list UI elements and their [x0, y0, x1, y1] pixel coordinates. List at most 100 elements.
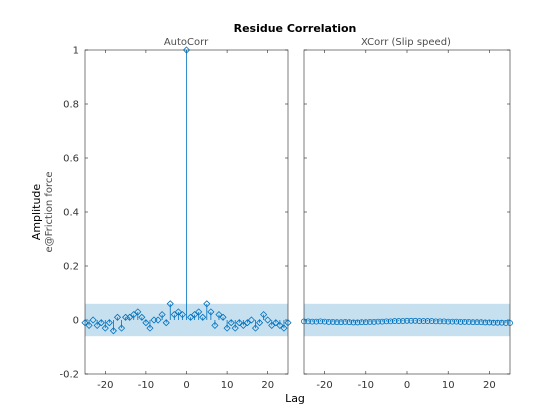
- x-tick-label: 0: [183, 380, 189, 391]
- stem-marker: [251, 324, 260, 332]
- stem-marker: [146, 324, 154, 332]
- stem-marker: [412, 317, 419, 324]
- stem-marker: [89, 316, 97, 324]
- stem-marker: [375, 318, 382, 325]
- stem-marker: [276, 321, 284, 329]
- stem-marker: [256, 319, 264, 327]
- stem-marker: [416, 318, 423, 324]
- stem-marker: [301, 318, 307, 325]
- stem-marker: [227, 319, 235, 327]
- x-tick-label: 20: [261, 380, 274, 391]
- stem-marker: [453, 318, 460, 325]
- x-tick-label: -20: [316, 380, 332, 391]
- stem-marker: [138, 313, 146, 321]
- stem-marker: [461, 318, 468, 325]
- stem-marker: [191, 311, 199, 319]
- stem-marker: [268, 321, 276, 329]
- stem-marker: [97, 319, 105, 327]
- stem-marker: [260, 311, 268, 319]
- stem-marker: [482, 319, 489, 326]
- stem-marker: [338, 319, 344, 326]
- stem-marker: [494, 319, 501, 326]
- stem-marker: [235, 319, 243, 327]
- stem-marker: [211, 321, 219, 329]
- stem-marker: [182, 46, 191, 54]
- stem-marker: [383, 318, 390, 325]
- stem-marker: [321, 318, 328, 325]
- x-tick-label: -10: [138, 380, 154, 391]
- stem-marker: [354, 319, 361, 326]
- stem-marker: [404, 317, 410, 324]
- stem-marker: [428, 318, 435, 324]
- stem-marker: [130, 311, 138, 319]
- stem-marker: [126, 313, 134, 321]
- stem-marker: [486, 319, 493, 326]
- stem-marker: [490, 319, 497, 326]
- stem-marker: [199, 313, 207, 321]
- stem-marker: [329, 318, 336, 325]
- stem-marker: [264, 316, 272, 324]
- stem-marker: [408, 317, 415, 324]
- x-tick-label: 10: [442, 380, 455, 391]
- stem-marker: [174, 308, 182, 316]
- xcorr-subtitle: XCorr (Slip speed): [361, 37, 451, 48]
- autocorr-panel: AutoCorr -0.2 0 0.2 0.4 0.6 0.8 1 -20 -10 0 10 20: [59, 37, 292, 391]
- autocorr-subtitle: AutoCorr: [164, 37, 209, 48]
- stem-marker: [474, 319, 480, 326]
- stem-marker: [105, 319, 113, 327]
- stem-marker: [449, 318, 456, 325]
- stem-marker: [502, 320, 509, 326]
- x-tick-label: -10: [358, 380, 374, 391]
- y-tick-label: 0.8: [63, 100, 79, 111]
- stem-marker: [441, 318, 447, 325]
- stem-marker: [158, 311, 166, 319]
- stem-marker: [272, 319, 280, 327]
- stem-marker: [437, 318, 443, 325]
- y-axis-sublabel: e@Friction force: [44, 171, 55, 252]
- stem-marker: [325, 318, 332, 325]
- stem-marker: [93, 321, 101, 329]
- stem-marker: [379, 318, 386, 325]
- stem-marker: [231, 324, 239, 332]
- x-tick-label: 10: [221, 380, 234, 391]
- stem-marker: [186, 313, 195, 321]
- stem-marker: [420, 318, 427, 324]
- x-tick-label: 0: [404, 380, 410, 391]
- chart-title: Residue Correlation: [234, 22, 357, 35]
- stem-marker: [478, 319, 485, 326]
- stem-marker: [178, 311, 187, 319]
- y-tick-label: 0.4: [63, 208, 79, 219]
- stem-marker: [346, 319, 353, 326]
- y-tick-label: 0.2: [63, 262, 79, 273]
- stem-marker: [305, 318, 312, 325]
- xcorr-panel: XCorr (Slip speed) -20 -10 0 10 20: [301, 37, 513, 391]
- stem-marker: [498, 319, 505, 326]
- stem-marker: [445, 318, 452, 325]
- stem-marker: [424, 318, 431, 324]
- stem-marker: [284, 319, 292, 327]
- stem-marker: [113, 313, 122, 321]
- stem-marker: [317, 318, 324, 325]
- stem-marker: [134, 308, 142, 316]
- y-tick-label: -0.2: [59, 370, 79, 381]
- stem-marker: [395, 318, 402, 324]
- x-tick-label: -20: [97, 380, 113, 391]
- stem-marker: [142, 319, 150, 327]
- stem-marker: [465, 318, 472, 325]
- stem-marker: [207, 308, 215, 316]
- stem-marker: [432, 318, 439, 325]
- stem-marker: [362, 319, 369, 326]
- stem-marker: [367, 318, 373, 325]
- stem-marker: [358, 319, 365, 326]
- stem-marker: [170, 311, 178, 319]
- stem-marker: [371, 318, 377, 325]
- y-axis-label: Amplitude: [30, 184, 43, 241]
- stem-marker: [85, 321, 93, 329]
- stem-marker: [243, 319, 251, 327]
- stem-marker: [470, 319, 476, 326]
- stem-marker: [239, 321, 247, 329]
- stem-marker: [457, 318, 464, 325]
- stem-marker: [350, 319, 357, 326]
